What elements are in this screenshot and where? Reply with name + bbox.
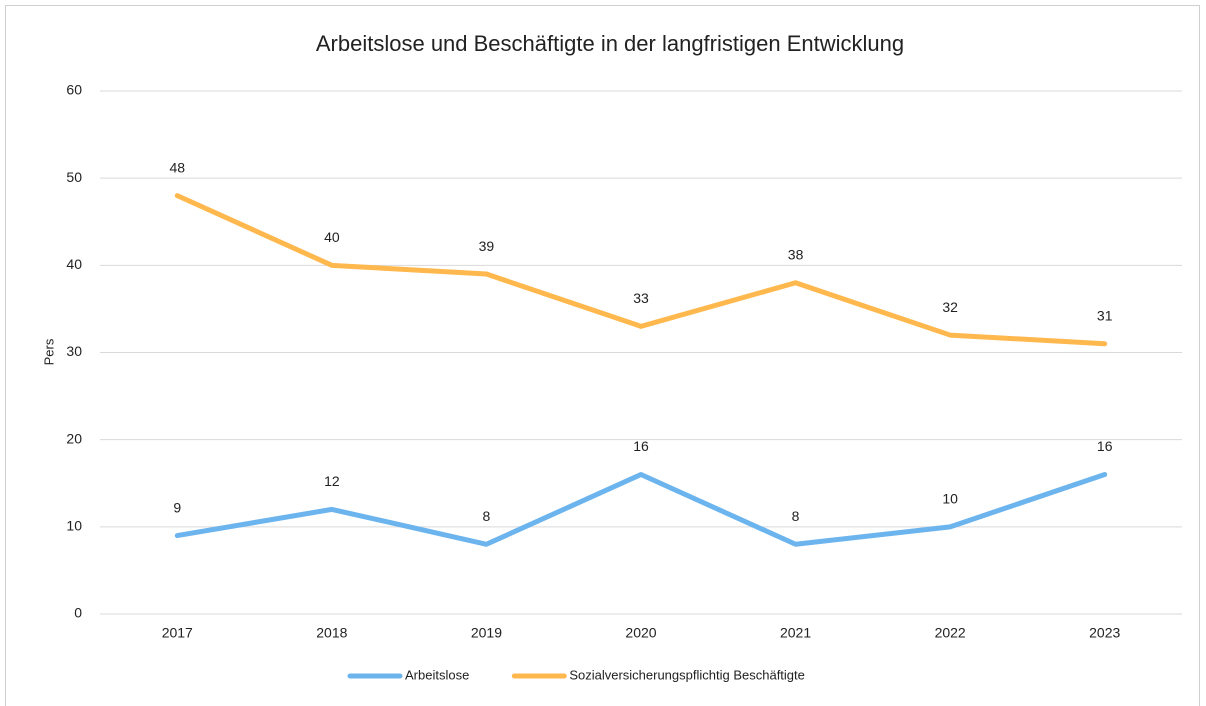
x-tick-label: 2019 [471, 625, 502, 641]
x-tick-label: 2020 [625, 625, 656, 641]
chart-border [5, 5, 1200, 706]
y-axis-label: Pers [41, 338, 56, 365]
y-tick-label: 0 [74, 605, 82, 621]
x-tick-label: 2022 [935, 625, 966, 641]
y-tick-label: 30 [66, 343, 82, 359]
series-line [174, 193, 1108, 347]
legend-label: Arbeitslose [405, 667, 469, 682]
data-label: 12 [324, 473, 340, 489]
y-tick-label: 50 [66, 169, 82, 185]
y-tick-label: 40 [66, 256, 82, 272]
legend-label: Sozialversicherungspflichtig Beschäftigt… [569, 667, 805, 682]
series-line [174, 472, 1108, 547]
x-tick-label: 2018 [316, 625, 347, 641]
chart-title: Arbeitslose und Beschäftigte in der lang… [316, 31, 904, 56]
x-tick-label: 2017 [162, 625, 193, 641]
y-tick-label: 20 [66, 430, 82, 446]
data-label: 40 [324, 229, 340, 245]
data-label: 16 [633, 438, 649, 454]
data-label: 31 [1097, 307, 1113, 323]
data-label: 9 [173, 499, 181, 515]
data-label: 38 [788, 246, 804, 262]
data-label: 10 [942, 491, 958, 507]
data-label: 48 [169, 159, 185, 175]
y-tick-label: 60 [66, 82, 82, 98]
data-label: 8 [483, 508, 491, 524]
data-label: 39 [479, 238, 495, 254]
data-label: 8 [792, 508, 800, 524]
data-label: 16 [1097, 438, 1113, 454]
data-label: 33 [633, 290, 649, 306]
x-tick-label: 2021 [780, 625, 811, 641]
data-label: 32 [942, 299, 958, 315]
y-tick-label: 10 [66, 518, 82, 534]
x-tick-label: 2023 [1089, 625, 1120, 641]
